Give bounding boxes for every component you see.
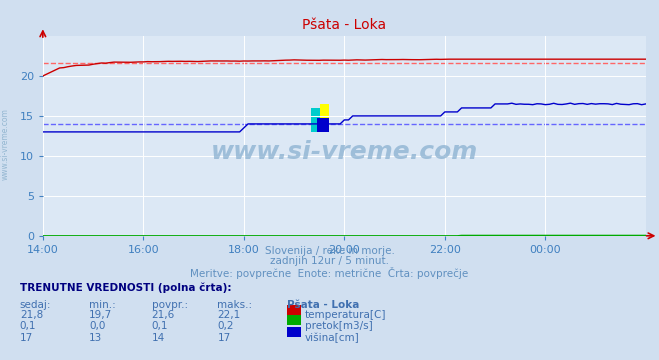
Text: maks.:: maks.: — [217, 300, 252, 310]
Text: 17: 17 — [217, 333, 231, 343]
Text: 14: 14 — [152, 333, 165, 343]
Title: Pšata - Loka: Pšata - Loka — [302, 18, 386, 32]
Text: višina[cm]: višina[cm] — [305, 333, 360, 343]
Text: Meritve: povprečne  Enote: metrične  Črta: povprečje: Meritve: povprečne Enote: metrične Črta:… — [190, 267, 469, 279]
Text: www.si-vreme.com: www.si-vreme.com — [211, 140, 478, 164]
Text: sedaj:: sedaj: — [20, 300, 51, 310]
Text: 0,0: 0,0 — [89, 321, 105, 331]
Text: 13: 13 — [89, 333, 102, 343]
Text: 0,1: 0,1 — [152, 321, 168, 331]
Text: zadnjih 12ur / 5 minut.: zadnjih 12ur / 5 minut. — [270, 256, 389, 266]
Bar — [320, 104, 330, 120]
Text: TRENUTNE VREDNOSTI (polna črta):: TRENUTNE VREDNOSTI (polna črta): — [20, 283, 231, 293]
Bar — [311, 108, 323, 132]
Text: 21,6: 21,6 — [152, 310, 175, 320]
Text: temperatura[C]: temperatura[C] — [305, 310, 387, 320]
Text: 0,2: 0,2 — [217, 321, 234, 331]
Text: Slovenija / reke in morje.: Slovenija / reke in morje. — [264, 246, 395, 256]
Text: min.:: min.: — [89, 300, 116, 310]
Text: 21,8: 21,8 — [20, 310, 43, 320]
Bar — [317, 118, 330, 132]
Text: 17: 17 — [20, 333, 33, 343]
Text: 19,7: 19,7 — [89, 310, 112, 320]
Text: Pšata - Loka: Pšata - Loka — [287, 300, 359, 310]
Text: povpr.:: povpr.: — [152, 300, 188, 310]
Text: pretok[m3/s]: pretok[m3/s] — [305, 321, 373, 331]
Text: www.si-vreme.com: www.si-vreme.com — [1, 108, 10, 180]
Text: 0,1: 0,1 — [20, 321, 36, 331]
Text: 22,1: 22,1 — [217, 310, 241, 320]
